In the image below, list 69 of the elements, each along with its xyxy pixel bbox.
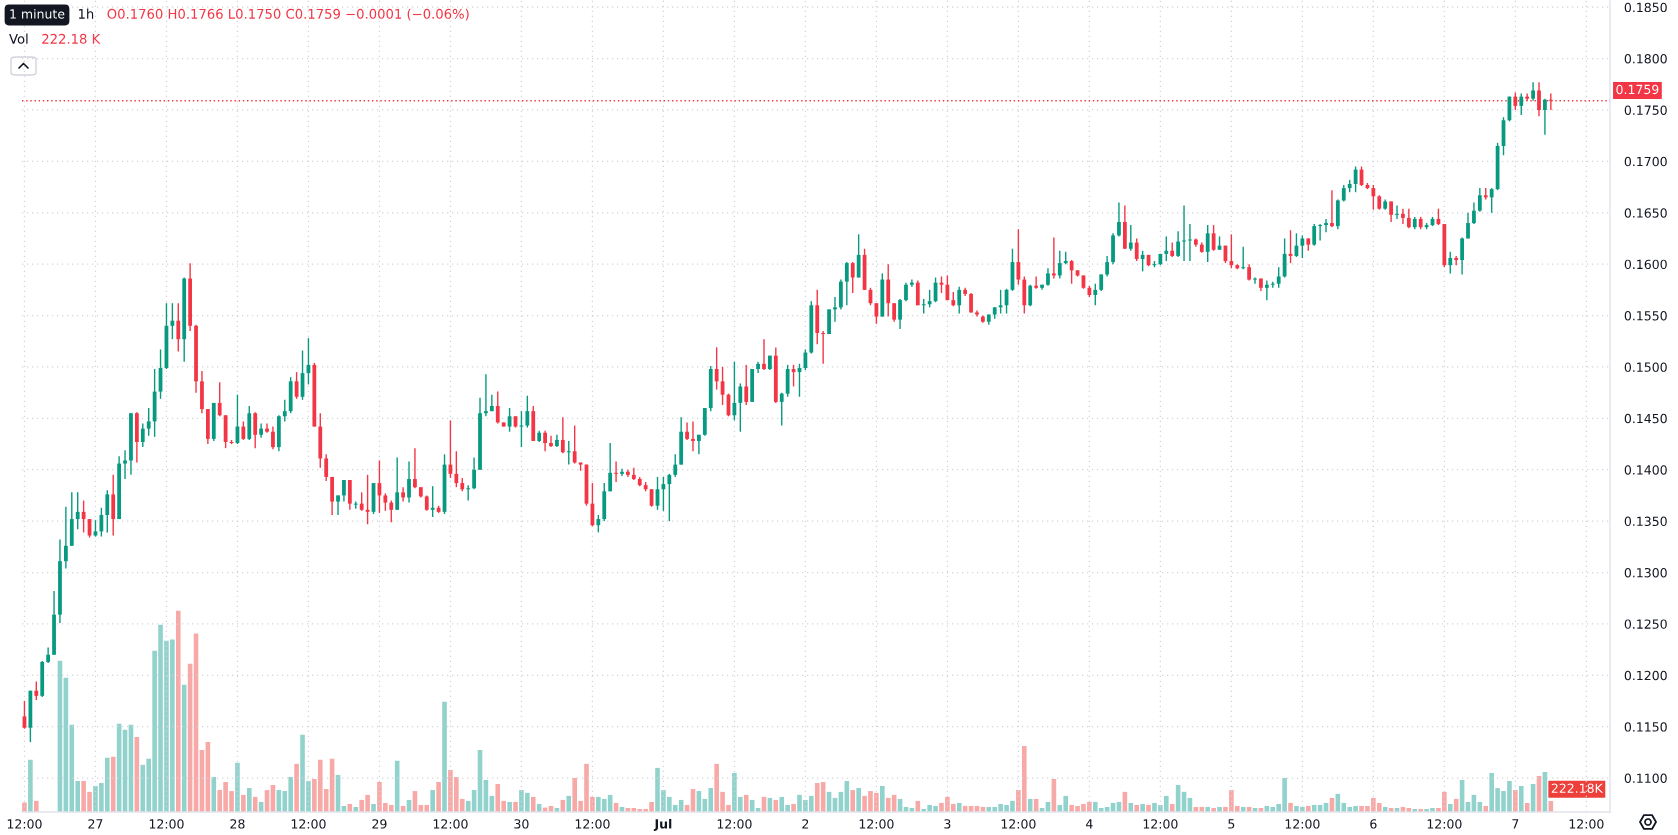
x-tick-label: 29 bbox=[372, 819, 387, 829]
annotation: O0.1760 H0.1766 L0.1750 C0.1759 −0.0001 (−0.06%) bbox=[107, 8, 469, 21]
y-tick-label: 0.1400 bbox=[1624, 465, 1667, 475]
bar bbox=[1146, 804, 1151, 812]
x-tick-label: 12:00 bbox=[717, 819, 752, 829]
y-tick-label: 0.1650 bbox=[1624, 208, 1667, 218]
y-tick-label: 0.1150 bbox=[1624, 722, 1667, 732]
y-tick-label: 0.1100 bbox=[1624, 773, 1667, 784]
x-tick-label: 6 bbox=[1370, 819, 1377, 829]
bar bbox=[1447, 803, 1453, 812]
y-tick-label: 0.1850 bbox=[1624, 2, 1667, 13]
x-tick-label: 7 bbox=[1512, 819, 1519, 829]
annotation: 1 minute bbox=[10, 8, 65, 19]
bar bbox=[1518, 786, 1524, 812]
bar bbox=[430, 790, 435, 812]
x-tick-label: 4 bbox=[1086, 819, 1093, 829]
x-tick-label: 12:00 bbox=[1143, 819, 1178, 829]
y-tick-label: 0.1200 bbox=[1624, 670, 1667, 681]
bar bbox=[1140, 803, 1145, 812]
x-tick-label: 12:00 bbox=[859, 819, 894, 829]
bar bbox=[566, 795, 572, 812]
bar bbox=[856, 788, 861, 812]
x-tick-label: 30 bbox=[514, 819, 529, 829]
text: 1h bbox=[78, 8, 94, 19]
ref-line-label: 0.1759 bbox=[1616, 84, 1659, 95]
y-tick-label: 0.1500 bbox=[1624, 362, 1667, 372]
bar bbox=[507, 801, 512, 812]
bar bbox=[956, 802, 962, 812]
y-tick-label: 0.1600 bbox=[1624, 259, 1667, 270]
x-tick-label: 12:00 bbox=[1001, 819, 1036, 829]
bar bbox=[530, 796, 536, 812]
x-tick-label: 12:00 bbox=[1569, 819, 1604, 829]
bar bbox=[33, 800, 39, 812]
bar bbox=[1513, 790, 1518, 812]
bar bbox=[1134, 804, 1140, 812]
x-tick-label: 12:00 bbox=[149, 819, 184, 829]
bar bbox=[241, 794, 246, 812]
x-tick-label: 12:00 bbox=[433, 819, 468, 829]
x-tick-label: 28 bbox=[230, 819, 245, 829]
y-tick-label: 0.1350 bbox=[1624, 516, 1667, 527]
x-tick-label: 12:00 bbox=[7, 819, 42, 829]
y-tick-label: 0.1550 bbox=[1624, 311, 1667, 321]
bar bbox=[880, 786, 885, 812]
bar bbox=[1169, 803, 1175, 812]
x-tick-label: 12:00 bbox=[1427, 819, 1462, 829]
bar bbox=[1288, 802, 1293, 812]
bar bbox=[743, 794, 749, 812]
bar bbox=[252, 796, 258, 812]
x-tick-label: 27 bbox=[88, 819, 103, 829]
x-tick-label: 5 bbox=[1228, 819, 1235, 829]
bar bbox=[513, 801, 518, 812]
bar bbox=[371, 803, 376, 812]
y-tick-label: 0.1700 bbox=[1624, 156, 1667, 167]
y-tick-label: 0.1250 bbox=[1624, 619, 1667, 629]
y-tick-label: 0.1750 bbox=[1624, 105, 1667, 115]
x-tick-label: 12:00 bbox=[291, 819, 326, 829]
bar bbox=[246, 788, 252, 812]
x-tick-label: 2 bbox=[802, 819, 809, 829]
bar bbox=[1027, 798, 1033, 812]
x-tick-label: 3 bbox=[944, 819, 951, 829]
bar bbox=[850, 790, 856, 812]
y-tick-label: 0.1800 bbox=[1624, 54, 1667, 64]
y-tick-label: 0.1300 bbox=[1624, 567, 1667, 578]
bar bbox=[791, 803, 796, 812]
bar bbox=[1128, 802, 1134, 812]
y-tick-label: 0.1450 bbox=[1624, 413, 1667, 424]
x-tick-label: 12:00 bbox=[575, 819, 610, 829]
x-tick-label: Jul bbox=[653, 818, 672, 831]
x-tick-label: 12:00 bbox=[1285, 819, 1320, 829]
